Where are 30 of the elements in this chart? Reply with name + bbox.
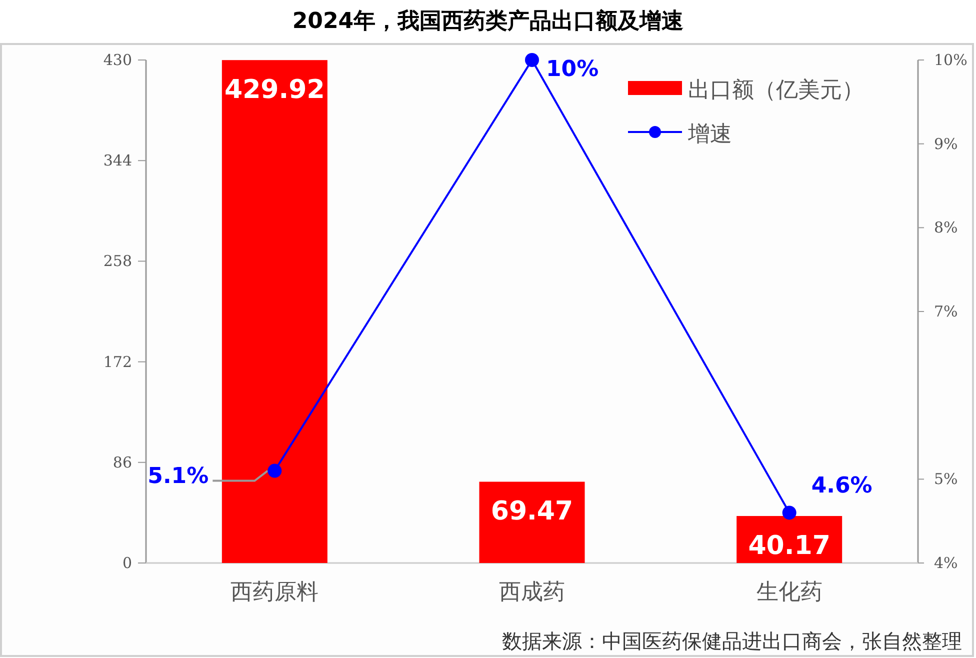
data-label: 5.1% <box>148 464 209 489</box>
legend-label: 增速 <box>687 122 732 147</box>
y-tick-label: 344 <box>103 152 132 170</box>
y2-tick-label: 5% <box>934 470 958 488</box>
point <box>268 464 282 478</box>
y-tick-label: 172 <box>103 352 132 371</box>
data-label: 429.92 <box>224 75 325 106</box>
data-label: 40.17 <box>748 531 830 562</box>
data-label: 10% <box>546 57 599 82</box>
source-note: 数据来源：中国医药保健品进出口商会，张自然整理 <box>502 629 962 653</box>
y2-tick-label: 4% <box>934 554 958 572</box>
legend-label: 出口额（亿美元） <box>688 78 864 103</box>
x-tick-label: 生化药 <box>756 580 822 605</box>
y2-tick-label: 10% <box>934 51 968 69</box>
point <box>525 53 539 67</box>
y2-tick-label: 8% <box>934 218 958 237</box>
x-tick-label: 西药原料 <box>230 580 319 605</box>
bar <box>222 60 328 563</box>
y-tick-label: 258 <box>103 252 132 270</box>
x-tick-label: 西成药 <box>499 580 565 605</box>
y-tick-label: 86 <box>112 453 132 472</box>
y2-tick-label: 7% <box>934 302 958 320</box>
y2-tick-label: 9% <box>934 134 958 153</box>
data-label: 69.47 <box>490 496 574 527</box>
chart-title: 2024年，我国西药类产品出口额及增速 <box>292 8 684 34</box>
data-label: 4.6% <box>811 474 872 499</box>
point <box>782 506 796 520</box>
y-tick-label: 0 <box>122 554 132 572</box>
y-tick-label: 430 <box>103 51 132 69</box>
bar <box>479 482 585 563</box>
